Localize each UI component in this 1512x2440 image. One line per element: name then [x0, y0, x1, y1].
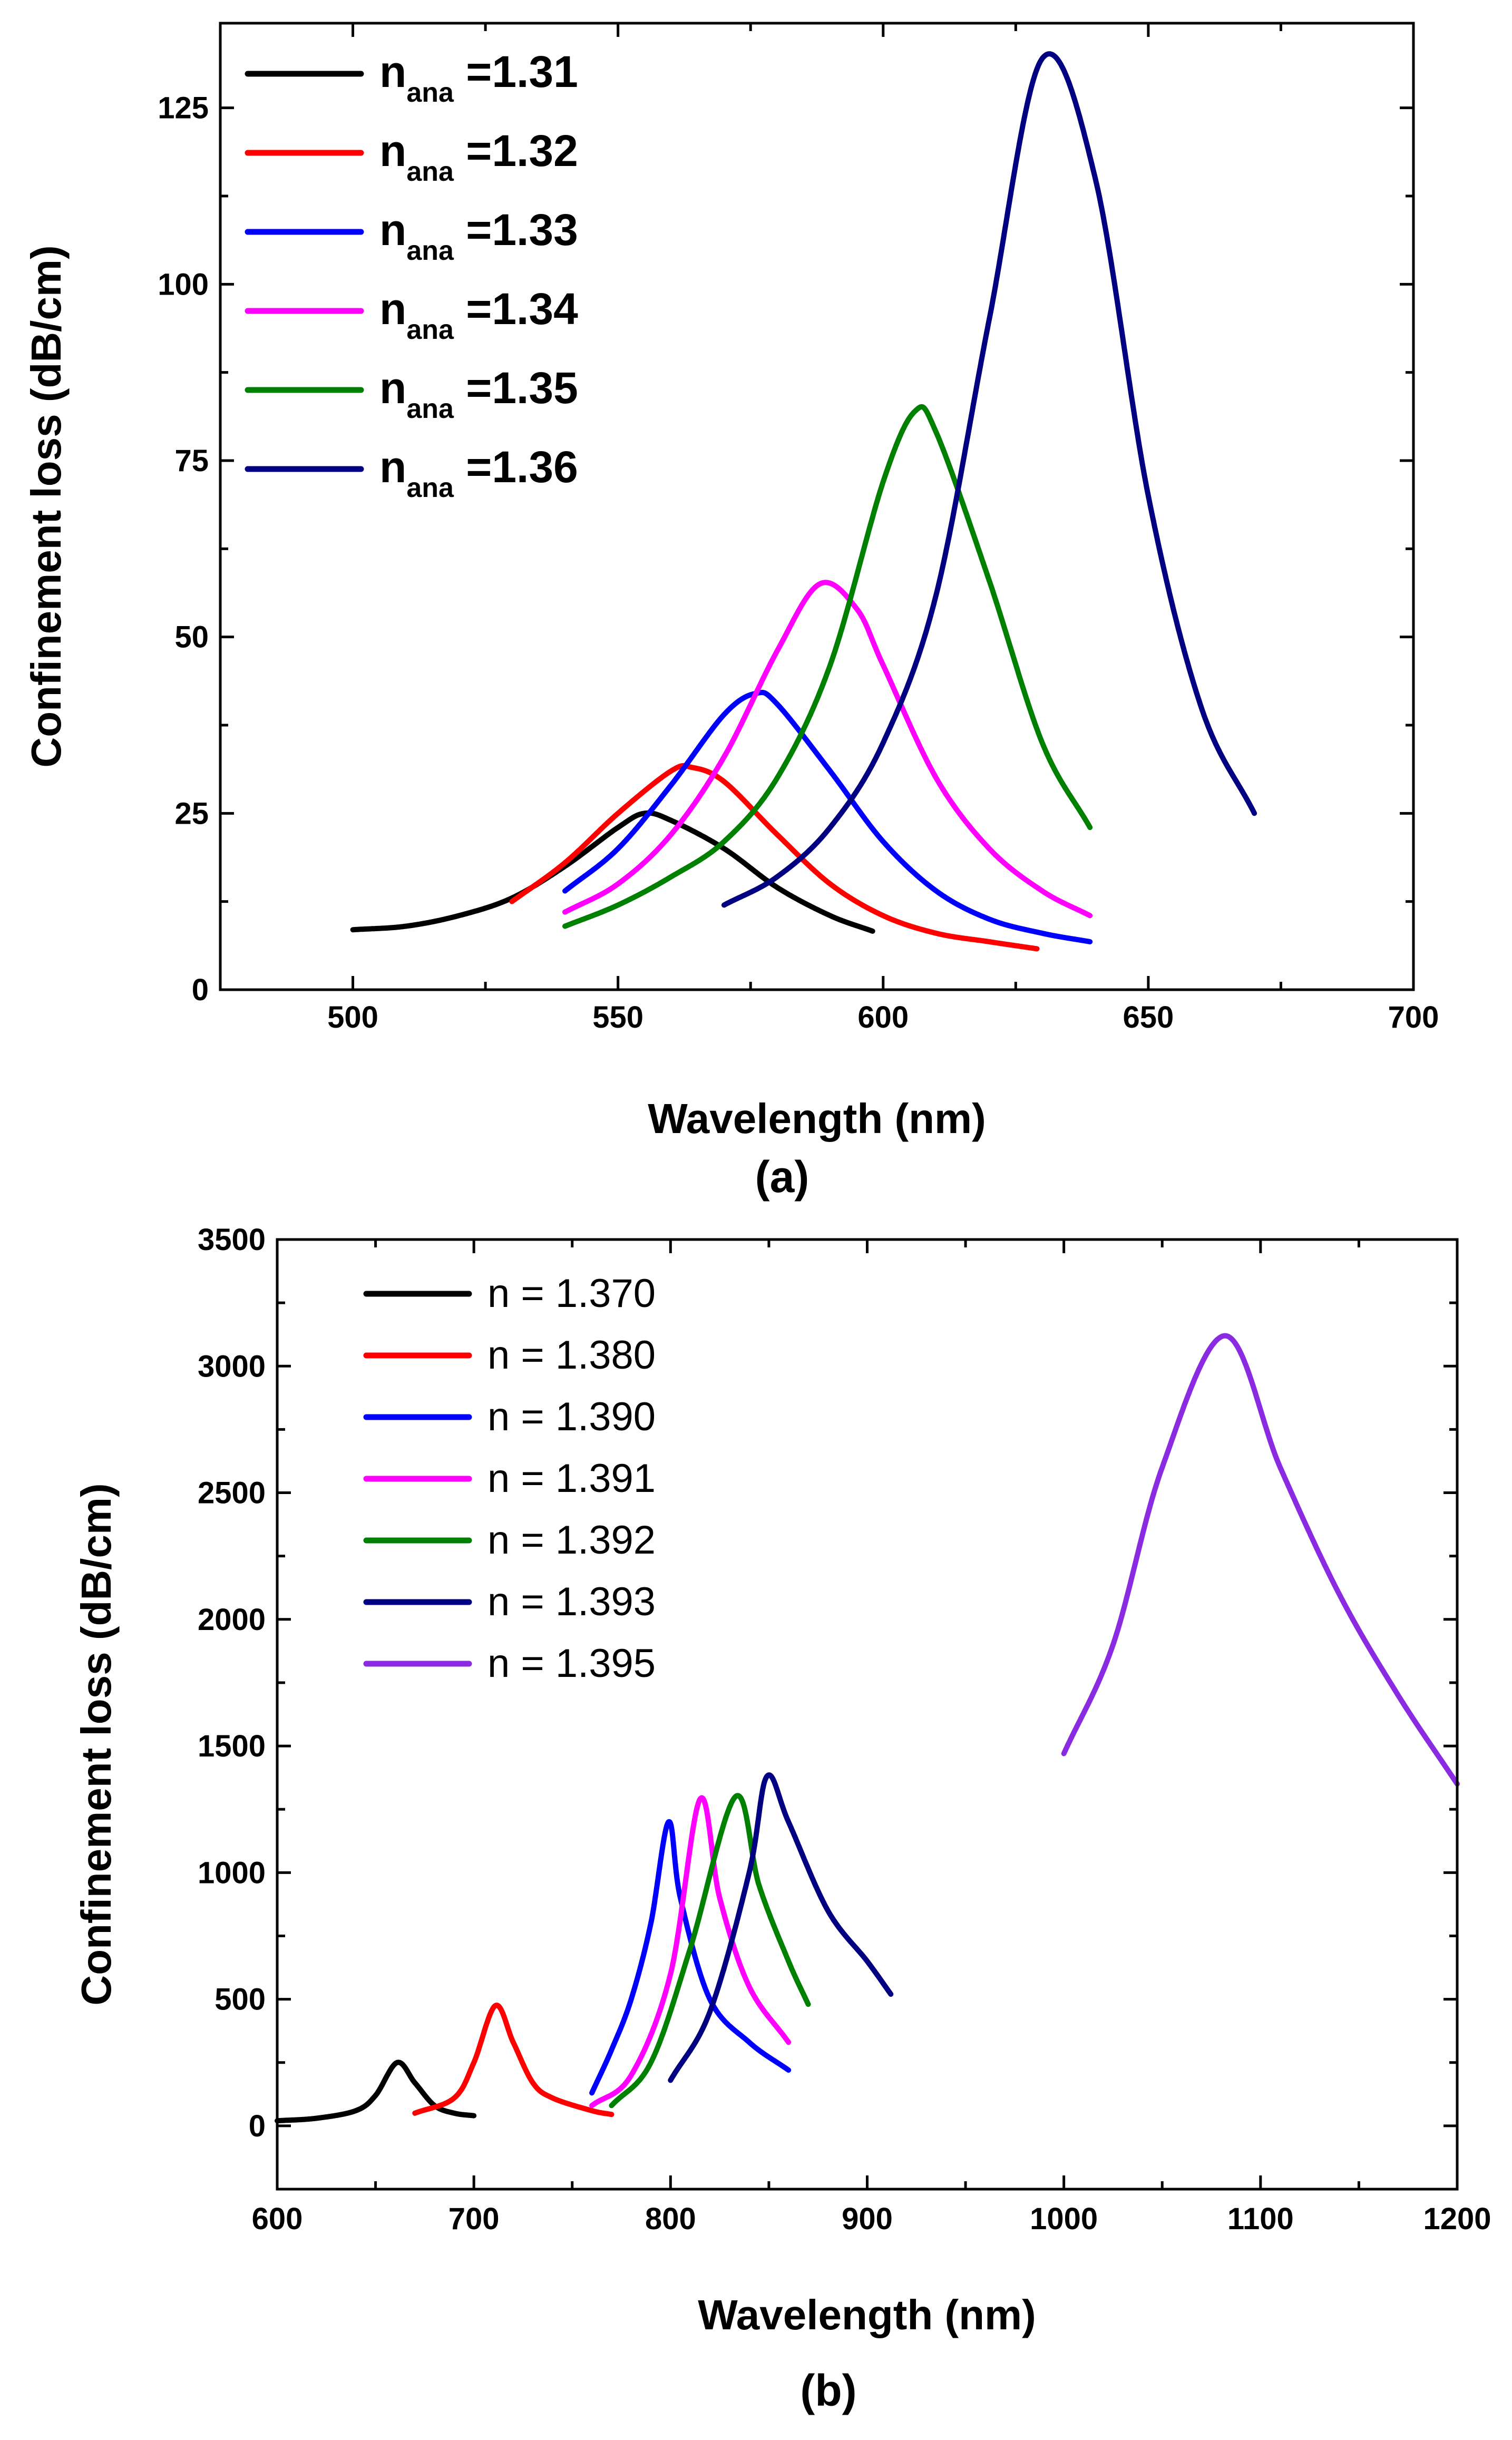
legend-label: n = 1.390 [487, 1394, 656, 1439]
y-tick-label: 500 [214, 1983, 266, 2017]
panel-b-legend: n = 1.370 n = 1.380 n = 1.390 n = 1.391 n = … [363, 1271, 656, 1686]
series-line-n-ana-1.34 [562, 580, 1093, 919]
x-tick-label: 1000 [1030, 2202, 1098, 2236]
panel-a-ticks: 500 550 600 650 700 0 25 50 75 100 125 [158, 23, 1439, 1034]
legend-label: n = 1.391 [487, 1456, 656, 1501]
legend-label: n = 1.392 [487, 1518, 656, 1563]
series-line-n-1.391 [589, 1795, 792, 2109]
x-tick-label: 550 [592, 1000, 643, 1034]
y-tick-label: 125 [158, 91, 209, 125]
series-line-n-1.395 [1061, 1333, 1460, 1787]
y-tick-label: 75 [174, 444, 209, 478]
panel-a-plot-area [350, 51, 1257, 952]
y-tick-label: 1500 [198, 1729, 266, 1763]
legend-label: nana =1.31 [379, 47, 578, 108]
series-line-n-1.392 [609, 1793, 811, 2109]
panel-b-x-axis-title: Wavelength (nm) [698, 2291, 1036, 2338]
legend-label: n = 1.393 [487, 1579, 656, 1624]
panel-b: 600 700 800 900 1000 1100 1200 0 500 1000 1500 2000… [73, 1223, 1491, 2415]
series-line-n-1.380 [412, 2003, 614, 2117]
series-line-n-ana-1.36 [721, 51, 1257, 908]
legend-label: nana =1.33 [379, 205, 578, 266]
x-tick-label: 1100 [1227, 2202, 1294, 2236]
series-line-n-ana-1.35 [562, 404, 1093, 929]
legend-label: nana =1.35 [379, 363, 578, 424]
legend-label: n = 1.380 [487, 1333, 656, 1378]
x-tick-label: 900 [842, 2202, 893, 2236]
panel-a-y-axis-title: Confinement loss (dB/cm) [23, 245, 70, 767]
panel-b-y-axis-title: Confinement loss (dB/cm) [73, 1483, 120, 2005]
panel-a-x-axis-title: Wavelength (nm) [648, 1095, 986, 1142]
panel-a-legend: nana =1.31 nana =1.32 nana =1.33 nana =1.34… [245, 47, 578, 503]
panel-b-plot-area [275, 1333, 1460, 2124]
panel-b-label: (b) [800, 2366, 856, 2415]
x-tick-label: 600 [252, 2202, 303, 2236]
y-tick-label: 3000 [198, 1349, 266, 1383]
x-tick-label: 600 [857, 1000, 909, 1034]
x-tick-label: 1200 [1423, 2202, 1491, 2236]
legend-label: nana =1.36 [379, 442, 578, 503]
series-line-n-ana-1.32 [509, 763, 1040, 952]
panel-a-label: (a) [755, 1152, 809, 1202]
panel-b-ticks: 600 700 800 900 1000 1100 1200 0 500 1000 1500 2000… [198, 1223, 1491, 2236]
x-tick-label: 700 [1388, 1000, 1439, 1034]
y-tick-label: 3500 [198, 1223, 266, 1257]
series-line-n-1.390 [589, 1819, 792, 2096]
legend-label: n = 1.395 [487, 1641, 656, 1686]
y-tick-label: 100 [158, 267, 209, 301]
series-line-n-1.393 [668, 1772, 894, 2083]
legend-label: n = 1.370 [487, 1271, 656, 1316]
y-tick-label: 0 [249, 2109, 266, 2143]
x-tick-label: 700 [448, 2202, 500, 2236]
panel-a-frame [219, 22, 1415, 991]
x-tick-label: 500 [327, 1000, 378, 1034]
x-tick-label: 800 [645, 2202, 696, 2236]
series-line-n-ana-1.31 [350, 810, 875, 934]
y-tick-label: 50 [174, 620, 209, 655]
x-tick-label: 650 [1123, 1000, 1174, 1034]
series-line-n-1.370 [275, 2060, 477, 2124]
y-tick-label: 2500 [198, 1476, 266, 1510]
y-tick-label: 2000 [198, 1603, 266, 1637]
y-tick-label: 0 [192, 973, 209, 1007]
legend-label: nana =1.32 [379, 126, 578, 187]
y-tick-label: 25 [174, 796, 209, 831]
y-tick-label: 1000 [198, 1856, 266, 1890]
legend-label: nana =1.34 [379, 284, 578, 345]
